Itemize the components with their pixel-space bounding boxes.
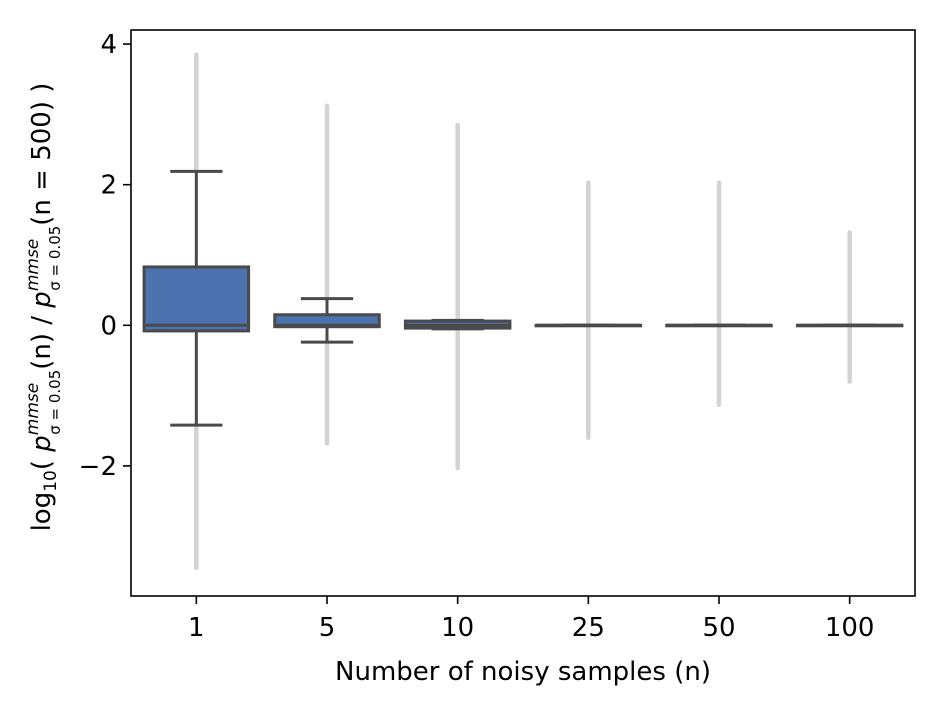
box-25	[534, 323, 643, 328]
y-tick-label: 0	[100, 311, 117, 341]
y-axis-title: log10( pmmse σ = 0.05(n) / pmmse σ = 0.05(…	[23, 83, 64, 532]
ylabel-log-base: 10	[41, 470, 61, 492]
ylabel-divide: /	[27, 308, 57, 333]
flier-layer	[194, 52, 852, 571]
box-1	[142, 169, 251, 427]
box-10	[403, 318, 512, 331]
box-iqr	[142, 265, 251, 333]
y-tick-label: −2	[79, 452, 117, 482]
plot-frame	[130, 29, 916, 597]
box-5	[273, 297, 381, 344]
ylabel-p1-sub: σ = 0.05	[46, 370, 64, 435]
y-tick-label: 4	[100, 30, 117, 60]
ylabel-p1-arg: (n)	[27, 333, 57, 370]
ylabel-close: )	[27, 83, 57, 101]
ylabel-open: (	[27, 452, 57, 470]
y-tick-label: 2	[100, 171, 117, 201]
ylabel-log: log	[27, 492, 57, 532]
y-axis: −2 0 2 4	[79, 30, 131, 482]
x-tick-label: 50	[702, 613, 735, 643]
ylabel-p2: p	[27, 291, 57, 309]
ylabel-p1-sup: mmse	[23, 383, 43, 435]
x-tick-label: 1	[188, 613, 205, 643]
x-tick-label: 10	[441, 613, 474, 643]
ylabel-p1: p	[27, 435, 57, 453]
box-100	[795, 323, 904, 328]
ylabel-p2-sup: mmse	[23, 239, 43, 291]
box-50	[665, 323, 773, 328]
x-axis: 1 5 10 25 50 100	[188, 596, 874, 643]
x-tick-label: 25	[572, 613, 605, 643]
x-tick-label: 100	[825, 613, 875, 643]
ylabel-p2-arg: (n = 500)	[27, 101, 57, 226]
box-layer	[142, 169, 904, 427]
x-axis-title: Number of noisy samples (n)	[335, 657, 711, 687]
x-tick-label: 5	[319, 613, 336, 643]
ylabel-p2-sub: σ = 0.05	[46, 226, 64, 291]
